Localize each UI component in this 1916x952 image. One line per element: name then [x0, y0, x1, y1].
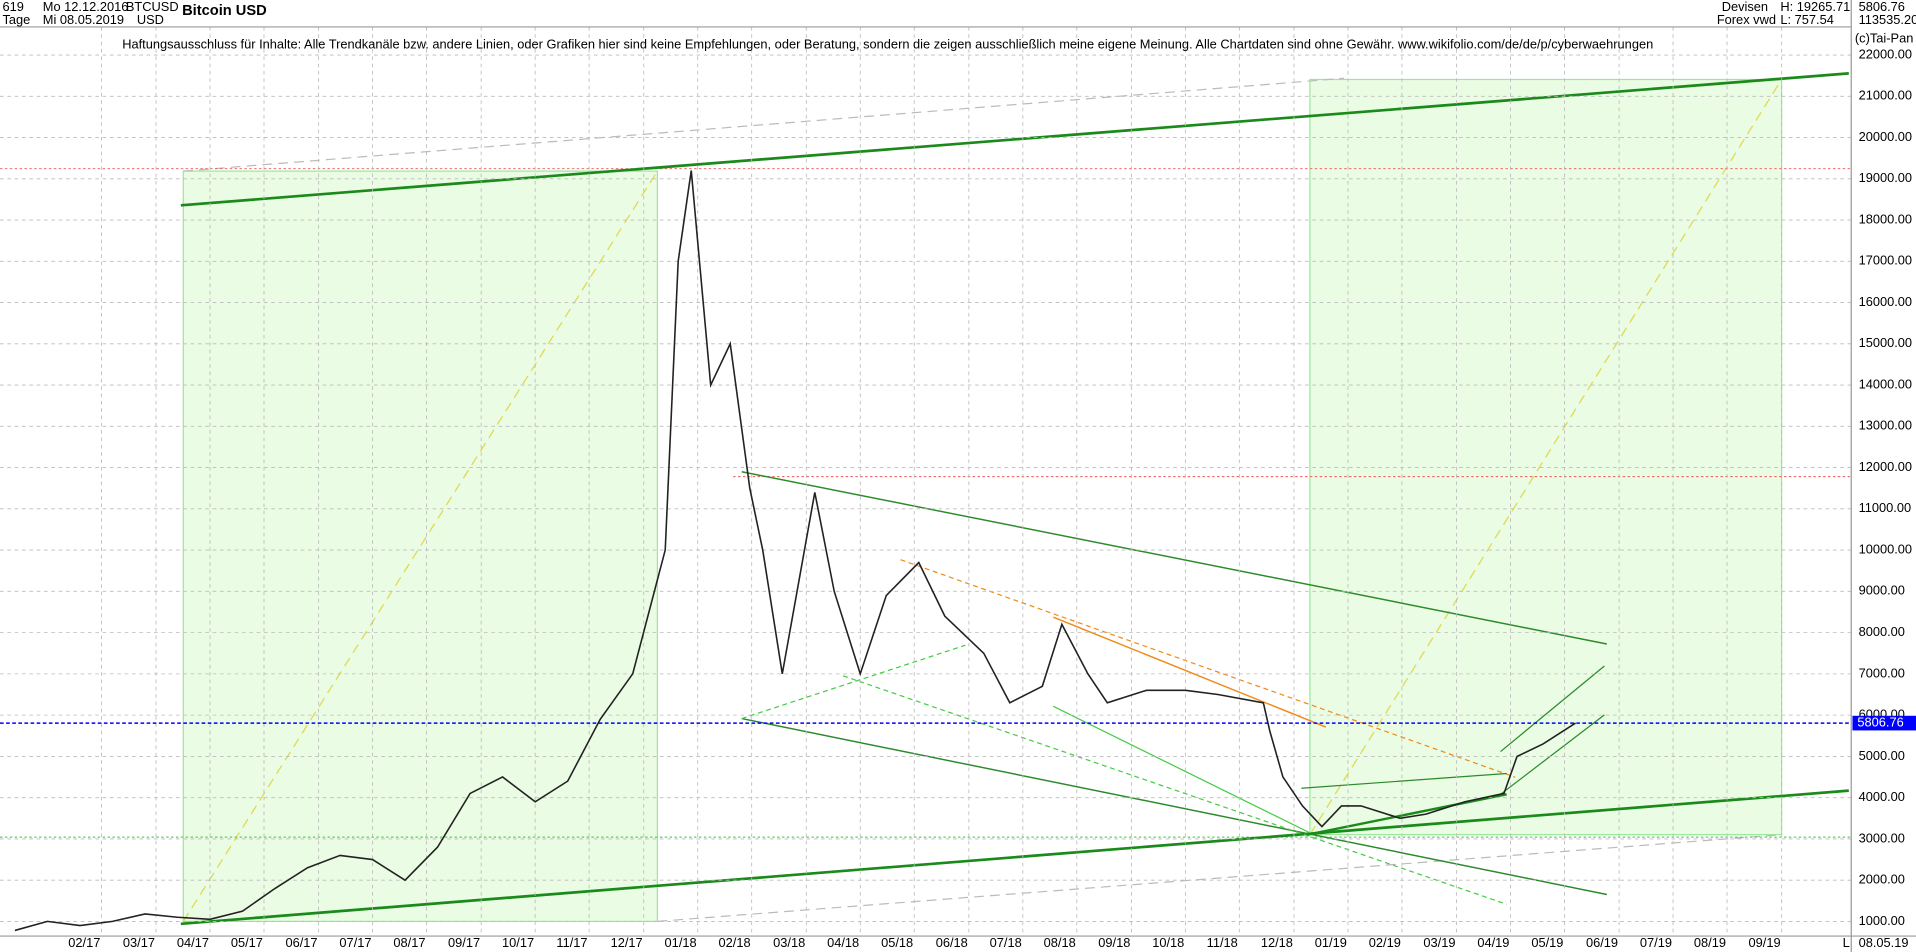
helper-line — [183, 77, 1345, 172]
y-tick-label: 9000.00 — [1859, 583, 1905, 598]
symbol: BTCUSD — [126, 0, 179, 14]
y-tick-label: 20000.00 — [1859, 129, 1913, 144]
period: Tage — [2, 12, 30, 27]
high: H: 19265.71 — [1780, 0, 1850, 14]
drawings — [0, 26, 1852, 937]
y-tick-label: 11000.00 — [1859, 500, 1912, 515]
x-tick-label: 10/17 — [502, 935, 534, 950]
y-tick-label: 12000.00 — [1859, 459, 1913, 474]
x-tick-label: 07/17 — [339, 935, 371, 950]
trend-line — [1500, 714, 1605, 795]
y-tick-label: 22000.00 — [1859, 46, 1913, 61]
y-tick-label: 7000.00 — [1859, 665, 1905, 680]
x-tick-label: 04/17 — [177, 935, 209, 950]
x-tick-label: 03/19 — [1423, 935, 1455, 950]
x-tick-label: 08/18 — [1044, 935, 1076, 950]
last-price-box — [1852, 715, 1916, 731]
x-tick-label: 11/18 — [1207, 935, 1238, 950]
low: L: 757.54 — [1780, 12, 1834, 27]
x-tick-label: 01/19 — [1315, 935, 1347, 950]
plot — [0, 170, 1852, 932]
trend-channel — [180, 72, 1849, 207]
trend-line — [1053, 616, 1327, 728]
scale-mode: L — [1843, 935, 1850, 950]
trend-line — [1301, 772, 1507, 789]
y-tick-label: 14000.00 — [1859, 376, 1913, 391]
helper-line — [657, 834, 1782, 923]
x-tick-label: 02/19 — [1369, 935, 1401, 950]
y-tick-label: 21000.00 — [1859, 88, 1913, 103]
x-tick-label: 10/18 — [1152, 935, 1184, 950]
price-line — [14, 170, 1576, 932]
x-tick-label: 01/18 — [665, 935, 697, 950]
y-tick-label: 16000.00 — [1859, 294, 1913, 309]
y-tick-label: 5000.00 — [1859, 748, 1905, 763]
x-tick-label: 06/19 — [1586, 935, 1618, 950]
market: Devisen — [1722, 0, 1768, 14]
trend-line — [1053, 705, 1314, 836]
trend-line — [842, 675, 1507, 905]
x-tick-label: 07/18 — [990, 935, 1022, 950]
trend-line — [741, 717, 1607, 896]
trend-line — [900, 559, 1516, 778]
x-tick-label: 05/17 — [231, 935, 263, 950]
y-tick-label: 2000.00 — [1859, 872, 1905, 887]
y-tick-label: 19000.00 — [1859, 170, 1913, 185]
trend-channel — [180, 789, 1849, 926]
date-label: 08.05.19 — [1859, 935, 1909, 950]
source: Forex vwd — [1717, 12, 1776, 27]
diagonal — [182, 170, 658, 922]
x-tick-label: 09/17 — [448, 935, 480, 950]
start-date: Mo 12.12.2016 — [43, 0, 129, 14]
y-tick-label: 4000.00 — [1859, 789, 1905, 804]
x-tick-label: 04/18 — [827, 935, 859, 950]
y-tick-label: 8000.00 — [1859, 624, 1905, 639]
y-tick-label: 10000.00 — [1859, 541, 1913, 556]
last-price-label: 5806.76 — [1857, 714, 1903, 729]
x-tick-label: 09/18 — [1098, 935, 1130, 950]
volume: 113535.20 — [1859, 12, 1916, 27]
y-tick-label: 13000.00 — [1859, 418, 1913, 433]
y-tick-label: 18000.00 — [1859, 211, 1913, 226]
x-tick-label: 07/19 — [1640, 935, 1672, 950]
x-tick-label: 02/17 — [68, 935, 100, 950]
copyright: (c)Tai-Pan — [1855, 31, 1913, 46]
x-tick-label: 09/19 — [1748, 935, 1780, 950]
x-tick-label: 06/17 — [285, 935, 317, 950]
trend-line — [1500, 665, 1605, 753]
trend-line — [741, 471, 1607, 645]
last: 5806.76 — [1859, 0, 1905, 14]
header-bar — [0, 0, 1916, 27]
count: 619 — [2, 0, 23, 14]
x-tick-label: 11/17 — [556, 935, 587, 950]
end-date: Mi 08.05.2019 — [43, 12, 124, 27]
trend-line — [1307, 793, 1507, 836]
x-tick-label: 02/18 — [719, 935, 751, 950]
y-tick-label: 17000.00 — [1859, 253, 1913, 268]
disclaimer: Haftungsausschluss für Inhalte: Alle Tre… — [122, 37, 1653, 52]
x-tick-label: 05/19 — [1531, 935, 1563, 950]
chart-title: Bitcoin USD — [182, 3, 267, 19]
x-tick-label: 06/18 — [936, 935, 968, 950]
x-tick-label: 04/19 — [1477, 935, 1509, 950]
diagonal — [1309, 79, 1783, 835]
x-tick-label: 05/18 — [881, 935, 913, 950]
x-tick-label: 08/19 — [1694, 935, 1726, 950]
y-tick-label: 3000.00 — [1859, 830, 1905, 845]
y-tick-label: 1000.00 — [1859, 913, 1905, 928]
x-tick-label: 03/18 — [773, 935, 805, 950]
x-tick-label: 03/17 — [123, 935, 155, 950]
y-tick-label: 15000.00 — [1859, 335, 1913, 350]
x-tick-label: 08/17 — [393, 935, 425, 950]
currency: USD — [137, 12, 164, 27]
x-tick-label: 12/18 — [1261, 935, 1293, 950]
x-tick-label: 12/17 — [611, 935, 643, 950]
